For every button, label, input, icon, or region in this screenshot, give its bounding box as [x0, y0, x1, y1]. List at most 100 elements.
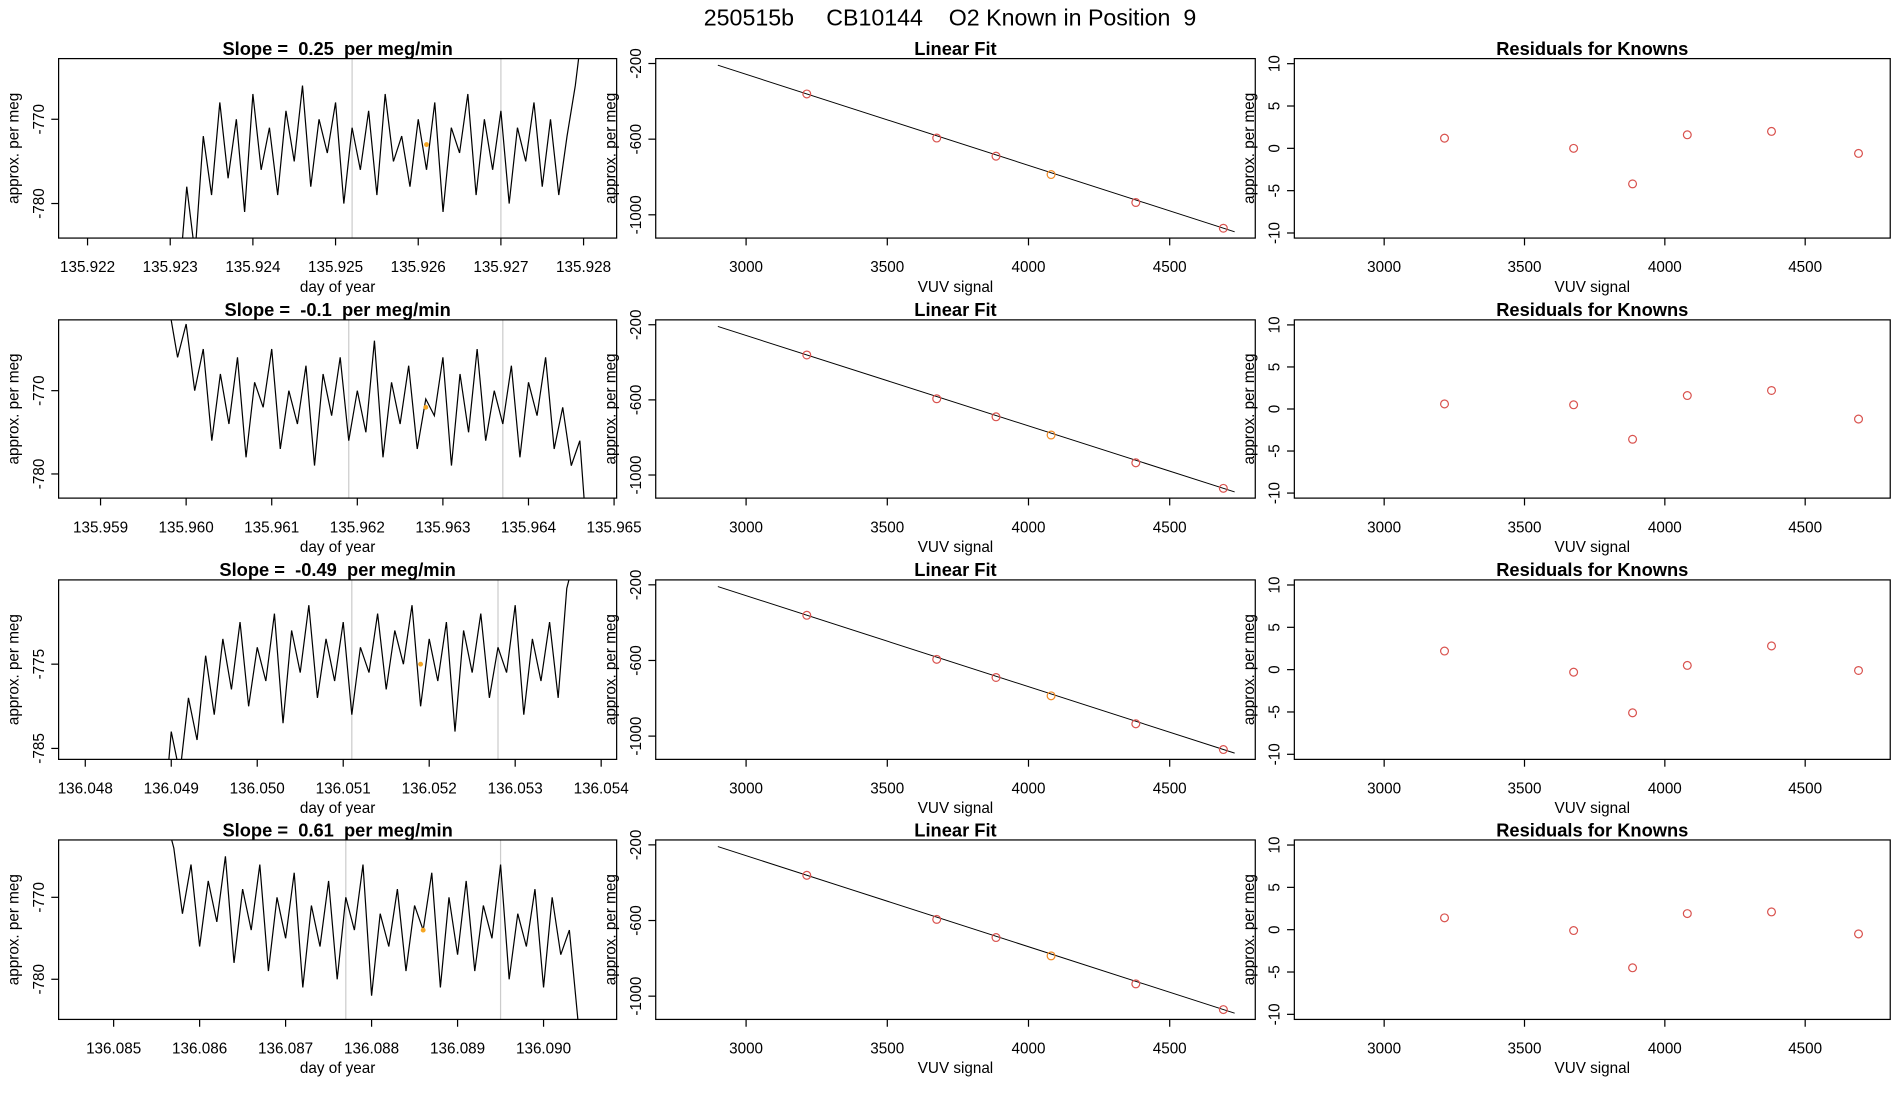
data-line	[168, 579, 570, 760]
y-tick-label: 5	[1267, 363, 1284, 371]
data-point	[1046, 170, 1056, 180]
panel: Linear Fit VUV signal approx. per meg 3000 3…	[602, 819, 1256, 1077]
panel-frame	[1293, 57, 1891, 239]
x-tick-label: 4000	[1648, 259, 1682, 276]
y-tick-label: -10	[1267, 743, 1284, 765]
x-tick-label: 135.927	[473, 259, 528, 276]
panel: Residuals for Knowns VUV signal approx. pe…	[1241, 559, 1891, 817]
y-tick-label: 10	[1267, 577, 1284, 594]
data-point	[1766, 126, 1777, 136]
y-tick-label: -1000	[628, 977, 645, 1016]
y-tick-label: -200	[628, 570, 645, 601]
y-tick-label: -770	[31, 882, 48, 913]
panel-title: Linear Fit	[914, 299, 996, 320]
panel: Linear Fit VUV signal approx. per meg 3000 3…	[602, 559, 1256, 817]
x-tick-label: 135.925	[308, 259, 363, 276]
panel-title: Residuals for Knowns	[1496, 559, 1688, 580]
x-tick-label: 135.962	[330, 519, 385, 536]
data-point	[1046, 951, 1056, 961]
data-point	[1853, 665, 1864, 676]
x-tick-label: 135.959	[73, 519, 128, 536]
panel: Linear Fit VUV signal approx. per meg 3000 3…	[602, 299, 1256, 556]
x-tick-label: 4500	[1788, 781, 1822, 798]
data-point	[1569, 926, 1579, 936]
y-axis-label: approx. per meg	[1241, 353, 1258, 464]
plot-area	[1439, 907, 1864, 973]
data-point	[1682, 130, 1692, 140]
fit-line	[717, 846, 1235, 1014]
x-tick-label: 135.922	[60, 259, 115, 276]
x-tick-label: 4500	[1153, 781, 1187, 798]
plot-area	[717, 846, 1235, 1015]
x-tick-label: 136.053	[488, 781, 543, 798]
data-point	[932, 133, 942, 143]
plot-area	[181, 58, 580, 239]
plot-area	[1439, 126, 1864, 189]
x-tick-label: 135.924	[225, 259, 281, 276]
x-tick-label: 3500	[1508, 519, 1542, 536]
x-tick-label: 4000	[1012, 1041, 1046, 1058]
panel-title: Slope = 0.61 per meg/min	[222, 819, 452, 840]
x-tick-label: 135.928	[556, 259, 611, 276]
data-point	[1131, 458, 1141, 468]
data-point	[1766, 641, 1777, 651]
y-tick-label: 0	[1267, 665, 1284, 673]
data-point	[802, 89, 812, 99]
data-point	[802, 610, 812, 620]
data-line	[170, 319, 585, 499]
x-tick-label: 3000	[729, 781, 763, 798]
panel-frame	[58, 57, 618, 239]
x-tick-label: 135.961	[244, 519, 299, 536]
panel: Slope = -0.1 per meg/min day of year appro…	[5, 299, 641, 556]
fit-line	[717, 586, 1235, 754]
x-tick-label: 3000	[1367, 259, 1401, 276]
data-point	[1853, 148, 1864, 158]
data-point	[1218, 223, 1228, 233]
y-tick-label: 5	[1267, 883, 1284, 891]
y-tick-label: -775	[31, 649, 48, 680]
data-point	[1131, 197, 1141, 208]
x-tick-label: 136.048	[58, 781, 113, 798]
y-tick-label: -10	[1267, 1003, 1284, 1025]
data-point	[1569, 400, 1579, 410]
data-line	[171, 839, 579, 1020]
data-point	[1131, 719, 1141, 729]
x-tick-label: 136.089	[430, 1041, 485, 1058]
panel: Residuals for Knowns VUV signal approx. pe…	[1241, 299, 1891, 556]
y-tick-label: -5	[1267, 965, 1284, 979]
data-point	[1766, 907, 1777, 917]
y-axis-label: approx. per meg	[602, 614, 619, 725]
x-tick-label: 4500	[1153, 259, 1187, 276]
plot-area	[1439, 641, 1864, 718]
y-tick-label: -10	[1267, 482, 1284, 504]
x-tick-label: 3500	[1508, 259, 1542, 276]
y-tick-label: -785	[31, 733, 48, 764]
plot-area	[1439, 385, 1864, 444]
highlight-point	[418, 661, 424, 667]
x-tick-label: 3500	[870, 781, 904, 798]
y-tick-label: -780	[31, 459, 48, 490]
x-tick-label: 135.963	[415, 519, 470, 536]
y-axis-label: approx. per meg	[1241, 874, 1258, 985]
panel-title: Slope = 0.25 per meg/min	[222, 38, 452, 59]
x-tick-label: 4000	[1648, 781, 1682, 798]
x-tick-label: 4000	[1012, 259, 1046, 276]
data-point	[1218, 745, 1228, 755]
data-point	[1569, 667, 1579, 677]
data-point	[1766, 385, 1777, 396]
panel-title: Slope = -0.1 per meg/min	[224, 299, 450, 320]
y-tick-label: -5	[1267, 705, 1284, 719]
x-tick-label: 3000	[729, 259, 763, 276]
x-tick-label: 4500	[1788, 519, 1822, 536]
x-axis-label: VUV signal	[1555, 279, 1630, 296]
panel-title: Linear Fit	[914, 38, 996, 59]
data-point	[1046, 430, 1056, 440]
x-tick-label: 3500	[1508, 1041, 1542, 1058]
x-tick-label: 136.088	[344, 1041, 399, 1058]
data-point	[802, 350, 812, 360]
y-axis-label: approx. per meg	[602, 93, 619, 204]
plot-area	[168, 579, 570, 760]
data-point	[1439, 133, 1450, 143]
data-point	[1853, 414, 1864, 424]
panel-frame	[1293, 319, 1891, 499]
